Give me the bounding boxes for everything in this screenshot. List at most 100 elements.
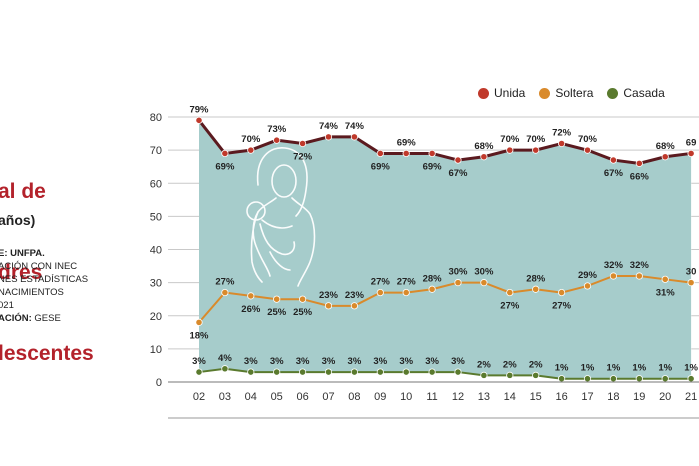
data-label: 30 (686, 267, 697, 278)
data-point (480, 371, 488, 379)
data-point (480, 279, 488, 287)
data-label: 27% (397, 277, 417, 288)
data-label: 74% (319, 121, 339, 132)
chart-title: al de dres lescentes (0, 124, 94, 394)
x-tick-label: 20 (659, 391, 671, 403)
x-tick-label: 04 (245, 391, 257, 403)
series-layer (195, 116, 695, 383)
data-point (324, 368, 333, 376)
data-point (687, 149, 695, 158)
data-point (506, 371, 514, 379)
legend-label: Soltera (555, 86, 594, 100)
y-tick-label: 40 (150, 245, 162, 257)
data-label: 69% (423, 161, 443, 172)
data-label: 2% (529, 359, 543, 370)
data-label: 72% (552, 128, 572, 139)
data-point (402, 288, 410, 297)
data-label: 66% (630, 171, 650, 182)
data-point (661, 153, 669, 161)
data-point (506, 288, 514, 297)
data-point (195, 368, 203, 376)
area-fill (199, 120, 692, 379)
x-tick-label: 19 (633, 391, 645, 403)
data-label: 3% (451, 356, 465, 367)
source-line: E: UNFPA. (0, 248, 45, 259)
data-label: 1% (607, 363, 621, 374)
data-point (661, 375, 669, 383)
legend-dot-icon (539, 87, 551, 99)
data-point (221, 288, 229, 297)
series-line-unida (197, 119, 692, 165)
data-label: 4% (218, 353, 232, 364)
y-tick-label: 30 (150, 278, 162, 290)
data-label: 69% (397, 137, 417, 148)
data-point (609, 156, 618, 164)
x-tick-label: 18 (607, 391, 619, 403)
x-tick-label: 05 (271, 391, 283, 403)
data-label: 74% (345, 121, 365, 132)
x-tick-label: 14 (504, 391, 516, 403)
legend-label: Unida (494, 86, 526, 100)
data-label: 1% (555, 363, 569, 374)
x-tick-label: 03 (219, 391, 231, 403)
data-label: 25% (267, 307, 287, 318)
data-label: 28% (526, 273, 546, 284)
data-point (635, 272, 643, 280)
source-line: 021 (0, 300, 14, 311)
title-line: dres (0, 261, 43, 284)
data-point (376, 368, 384, 376)
data-label: 32% (630, 260, 650, 271)
data-point (221, 365, 229, 373)
data-point (195, 318, 203, 326)
data-point (376, 149, 384, 158)
series-line-casada (198, 367, 692, 380)
data-label: 3% (296, 356, 310, 367)
data-point (428, 285, 436, 293)
data-label: 3% (348, 356, 362, 367)
chart-legend: Unida Soltera Casada (478, 86, 665, 100)
data-label: 3% (373, 356, 387, 367)
data-label: 70% (526, 134, 546, 145)
data-label: 70% (500, 134, 520, 145)
data-label: 2% (503, 359, 517, 370)
data-label: 69 (686, 137, 697, 148)
x-tick-label: 10 (400, 391, 412, 403)
data-point (247, 368, 255, 376)
data-point (298, 368, 307, 376)
data-point (247, 292, 255, 300)
data-label: 72% (293, 152, 313, 163)
y-tick-label: 80 (150, 112, 162, 124)
data-point (583, 146, 592, 154)
y-tick-label: 50 (150, 211, 162, 223)
y-tick-label: 0 (156, 377, 162, 389)
shaded-area (199, 120, 692, 379)
data-point (428, 149, 436, 158)
mother-child-illustration-icon (246, 147, 316, 287)
y-tick-label: 10 (150, 344, 162, 356)
data-label: 3% (244, 356, 258, 367)
data-label: 73% (267, 124, 287, 135)
data-point (402, 368, 410, 376)
data-point (298, 139, 307, 148)
data-label: 3% (425, 356, 439, 367)
source-line: ACIÓN: GESE (0, 313, 61, 324)
x-tick-label: 21 (685, 391, 697, 403)
data-label: 27% (552, 301, 572, 312)
data-point (609, 272, 618, 280)
title-line: al de (0, 180, 46, 203)
data-label: 27% (500, 301, 520, 312)
data-point (273, 368, 281, 376)
data-label: 18% (189, 330, 209, 341)
data-point (195, 116, 203, 124)
data-label: 29% (578, 270, 598, 281)
data-label: 30% (448, 267, 468, 278)
data-point (687, 279, 695, 287)
x-tick-label: 08 (348, 391, 360, 403)
data-point (454, 368, 462, 376)
data-label: 27% (215, 277, 235, 288)
data-point (273, 295, 281, 303)
x-tick-label: 09 (374, 391, 386, 403)
data-point (350, 133, 358, 141)
data-label: 26% (241, 304, 261, 315)
y-tick-label: 70 (150, 145, 162, 157)
